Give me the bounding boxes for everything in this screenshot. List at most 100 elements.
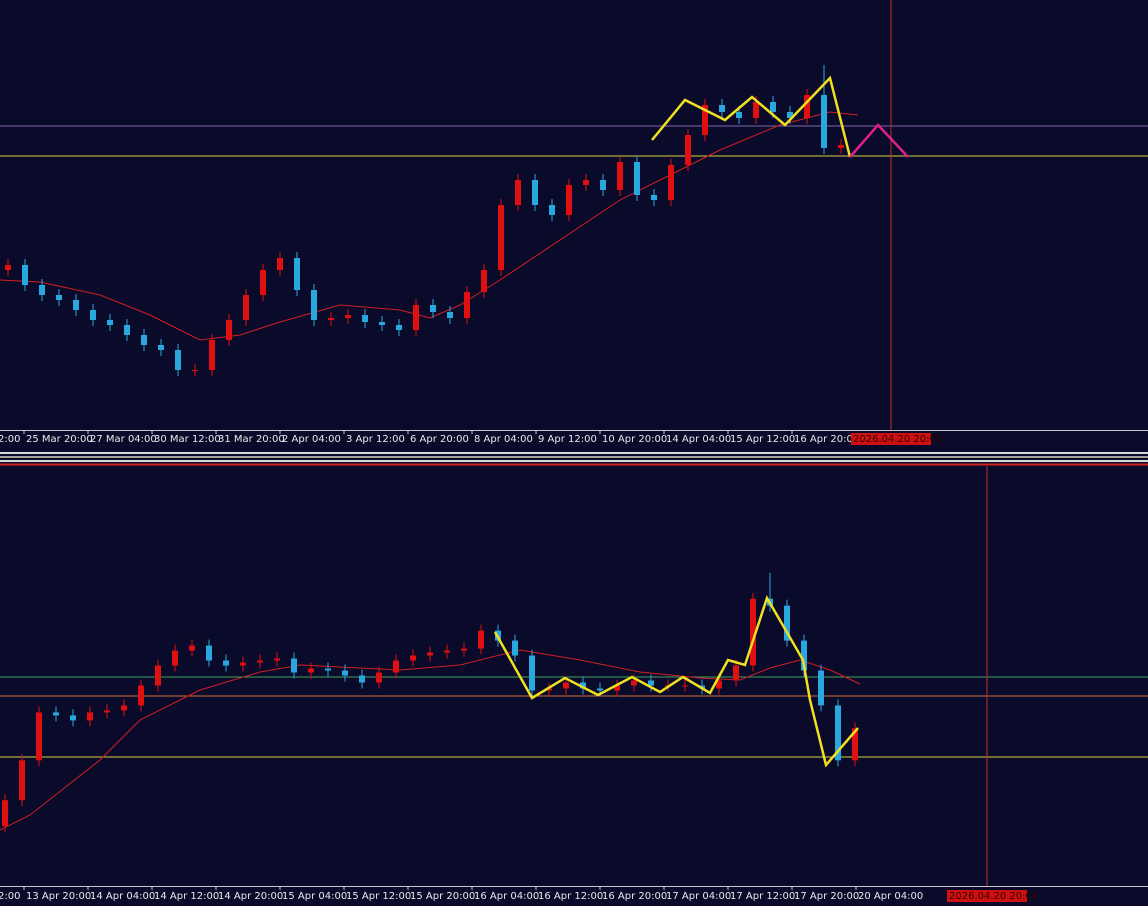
- candle-body: [716, 680, 722, 689]
- candle-body: [529, 655, 535, 691]
- candle-body: [124, 325, 130, 335]
- candle-body: [835, 705, 841, 761]
- candle-body: [393, 660, 399, 673]
- candle-body: [56, 295, 62, 300]
- candle-body: [549, 205, 555, 215]
- x-tick-label: 16 Apr 12:00: [538, 891, 603, 902]
- cursor-label: 2026.04.20 20:00: [949, 891, 1038, 902]
- candle-body: [563, 682, 569, 689]
- candle-body: [682, 685, 688, 687]
- candle-body: [376, 672, 382, 683]
- candle-body: [53, 712, 59, 716]
- candle-body: [753, 102, 759, 118]
- candle-body: [580, 682, 586, 689]
- candle-body: [447, 312, 453, 318]
- x-tick-label: 31 Mar 20:00: [218, 434, 285, 445]
- x-tick-label: 16 Apr 04:00: [474, 891, 539, 902]
- x-tick-label: 27 Mar 04:00: [90, 434, 157, 445]
- candle-body: [175, 350, 181, 370]
- cursor-label: 2026.04.20 20:00: [853, 434, 942, 445]
- candle-body: [750, 598, 756, 666]
- candle-body: [223, 660, 229, 666]
- candle-body: [597, 688, 603, 691]
- candle-body: [617, 162, 623, 190]
- candle-body: [325, 668, 331, 671]
- candle-body: [821, 95, 827, 148]
- candle-body: [294, 258, 300, 290]
- candle-body: [719, 105, 725, 112]
- candle-body: [36, 712, 42, 761]
- candle-body: [702, 105, 708, 135]
- candle-body: [566, 185, 572, 215]
- x-tick-label: 14 Apr 04:00: [666, 434, 731, 445]
- x-tick-label: 17 Apr 12:00: [730, 891, 795, 902]
- candle-body: [155, 665, 161, 686]
- candle-body: [342, 670, 348, 676]
- candle-body: [379, 322, 385, 325]
- candle-body: [804, 95, 810, 118]
- candle-body: [226, 320, 232, 340]
- candle-body: [818, 670, 824, 706]
- candle-body: [668, 165, 674, 200]
- x-tick-label: 15 Apr 04:00: [282, 891, 347, 902]
- x-tick-label: 6 Apr 20:00: [410, 434, 469, 445]
- x-tick-label: 2:00: [0, 891, 20, 902]
- x-tick-label: 2:00: [0, 434, 20, 445]
- candle-body: [413, 305, 419, 330]
- x-tick-label: 16 Apr 20:00: [794, 434, 859, 445]
- candle-body: [631, 680, 637, 686]
- candle-body: [498, 205, 504, 270]
- candle-body: [138, 685, 144, 706]
- candle-body: [257, 660, 263, 663]
- x-tick-label: 20 Apr 04:00: [858, 891, 923, 902]
- candle-body: [189, 645, 195, 651]
- candle-body: [141, 335, 147, 345]
- candle-body: [362, 315, 368, 322]
- cursor-label-box: [851, 433, 931, 445]
- candle-body: [481, 270, 487, 292]
- candle-body: [22, 265, 28, 285]
- candle-body: [685, 135, 691, 165]
- projection: [849, 123, 909, 158]
- x-tick-label: 3 Apr 12:00: [346, 434, 405, 445]
- candle-body: [311, 290, 317, 320]
- candle-body: [345, 315, 351, 318]
- candle-body: [838, 145, 844, 148]
- x-tick-label: 17 Apr 04:00: [666, 891, 731, 902]
- x-tick-label: 10 Apr 20:00: [602, 434, 667, 445]
- candle-body: [39, 285, 45, 295]
- x-tick-label: 25 Mar 20:00: [26, 434, 93, 445]
- candle-body: [87, 712, 93, 721]
- candle-body: [209, 340, 215, 370]
- x-tick-label: 17 Apr 20:00: [794, 891, 859, 902]
- candle-body: [478, 630, 484, 649]
- candle-body: [736, 112, 742, 118]
- candle-body: [515, 180, 521, 205]
- candle-body: [240, 662, 246, 666]
- candle-body: [852, 728, 858, 761]
- x-tick-label: 8 Apr 04:00: [474, 434, 533, 445]
- candle-body: [600, 180, 606, 190]
- candle-body: [277, 258, 283, 270]
- candle-body: [192, 370, 198, 371]
- candle-body: [2, 800, 8, 827]
- candle-body: [260, 270, 266, 295]
- candle-body: [19, 760, 25, 801]
- candle-body: [70, 715, 76, 721]
- cursor-label-box: [947, 890, 1027, 902]
- candle-body: [104, 710, 110, 713]
- x-tick-label: 16 Apr 20:00: [602, 891, 667, 902]
- candle-body: [274, 658, 280, 661]
- candle-body: [784, 605, 790, 641]
- candle-body: [512, 640, 518, 656]
- x-tick-label: 15 Apr 20:00: [410, 891, 475, 902]
- candle-body: [583, 180, 589, 185]
- candle-body: [308, 668, 314, 673]
- candle-body: [291, 658, 297, 673]
- candle-body: [359, 675, 365, 683]
- candle-body: [172, 650, 178, 666]
- x-tick-label: 30 Mar 12:00: [154, 434, 221, 445]
- x-tick-label: 14 Apr 04:00: [90, 891, 155, 902]
